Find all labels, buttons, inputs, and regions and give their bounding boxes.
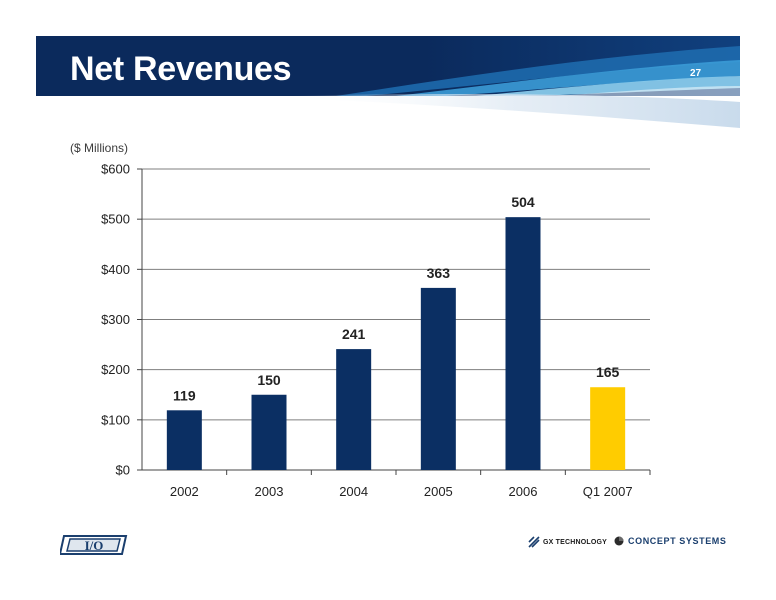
io-logo-text: I/O [85, 538, 104, 553]
x-tick-label: Q1 2007 [583, 484, 633, 499]
bar [590, 387, 626, 470]
io-logo-icon: I/O [58, 535, 128, 555]
x-tick-label: 2005 [424, 484, 453, 499]
data-label: 150 [257, 372, 281, 388]
bar [251, 394, 287, 470]
y-tick-label: $0 [116, 463, 130, 478]
units-label: ($ Millions) [70, 141, 129, 155]
x-tick-label: 2003 [255, 484, 284, 499]
data-label: 504 [511, 194, 535, 210]
page-number: 27 [690, 68, 702, 79]
data-label: 241 [342, 326, 366, 342]
page-title: Net Revenues [70, 50, 292, 88]
banner-graphic [36, 36, 740, 128]
x-tick-label: 2002 [170, 484, 199, 499]
y-tick-label: $500 [101, 212, 130, 227]
header-banner [36, 36, 740, 128]
data-label: 363 [427, 265, 451, 281]
concept-systems-logo-text: CONCEPT SYSTEMS [628, 536, 727, 546]
concept-systems-logo-icon [614, 536, 624, 546]
io-logo: I/O [58, 534, 128, 561]
y-tick-label: $200 [101, 362, 130, 377]
data-label: 165 [596, 364, 620, 380]
y-tick-label: $600 [101, 162, 130, 177]
bar [166, 410, 202, 470]
concept-systems-logo: CONCEPT SYSTEMS [614, 536, 727, 546]
y-tick-label: $100 [101, 412, 130, 427]
gx-technology-logo: GX TECHNOLOGY [528, 536, 607, 548]
y-tick-label: $400 [101, 262, 130, 277]
data-label: 119 [173, 387, 196, 403]
bar [336, 349, 372, 470]
x-tick-label: 2004 [339, 484, 368, 499]
gx-technology-logo-text: GX TECHNOLOGY [543, 538, 608, 546]
x-tick-label: 2006 [509, 484, 538, 499]
bar [505, 217, 541, 470]
gx-logo-icon [528, 536, 540, 548]
bar [420, 287, 456, 470]
y-tick-label: $300 [101, 312, 130, 327]
